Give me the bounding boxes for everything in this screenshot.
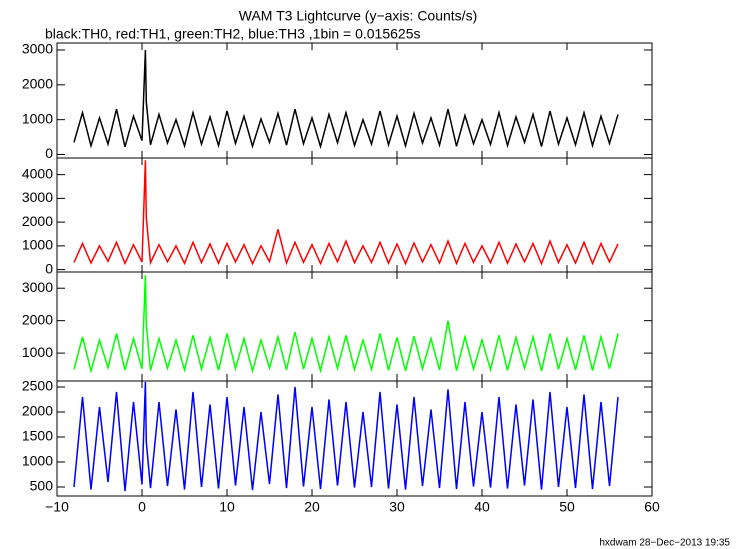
chart-title: WAM T3 Lightcurve (y−axis: Counts/s) [239,8,477,24]
series-line [73,160,619,266]
y-tick-label: 2000 [22,311,53,327]
y-tick-label: 1000 [22,110,53,126]
x-tick-label: 0 [138,499,146,515]
y-tick-label: 1000 [22,237,53,253]
y-tick-label: 1500 [22,428,53,444]
x-tick-label: −10 [45,499,69,515]
series-line [73,49,619,150]
y-tick-label: 3000 [22,41,53,57]
y-tick-label: 0 [45,145,53,161]
y-tick-label: 4000 [22,165,53,181]
panel-frame [56,380,653,497]
x-tick-label: 20 [304,499,320,515]
footer: hxdwam 28−Dec−2013 19:35 [599,538,730,549]
y-tick-label: 0 [45,260,53,276]
x-tick-label: 30 [389,499,405,515]
y-tick-label: 2500 [22,378,53,394]
chart-subtitle: black:TH0, red:TH1, green:TH2, blue:TH3 … [45,26,420,42]
y-tick-label: 3000 [22,279,53,295]
y-tick-label: 1000 [22,453,53,469]
series-line [73,381,619,492]
x-tick-label: 50 [559,499,575,515]
series-line [73,275,619,374]
y-tick-label: 2000 [22,403,53,419]
y-tick-label: 3000 [22,189,53,205]
x-tick-label: 60 [644,499,660,515]
y-tick-label: 1000 [22,344,53,360]
x-tick-label: 10 [219,499,235,515]
y-tick-label: 2000 [22,213,53,229]
y-tick-label: 2000 [22,76,53,92]
y-tick-label: 500 [30,478,54,494]
x-tick-label: 40 [474,499,490,515]
